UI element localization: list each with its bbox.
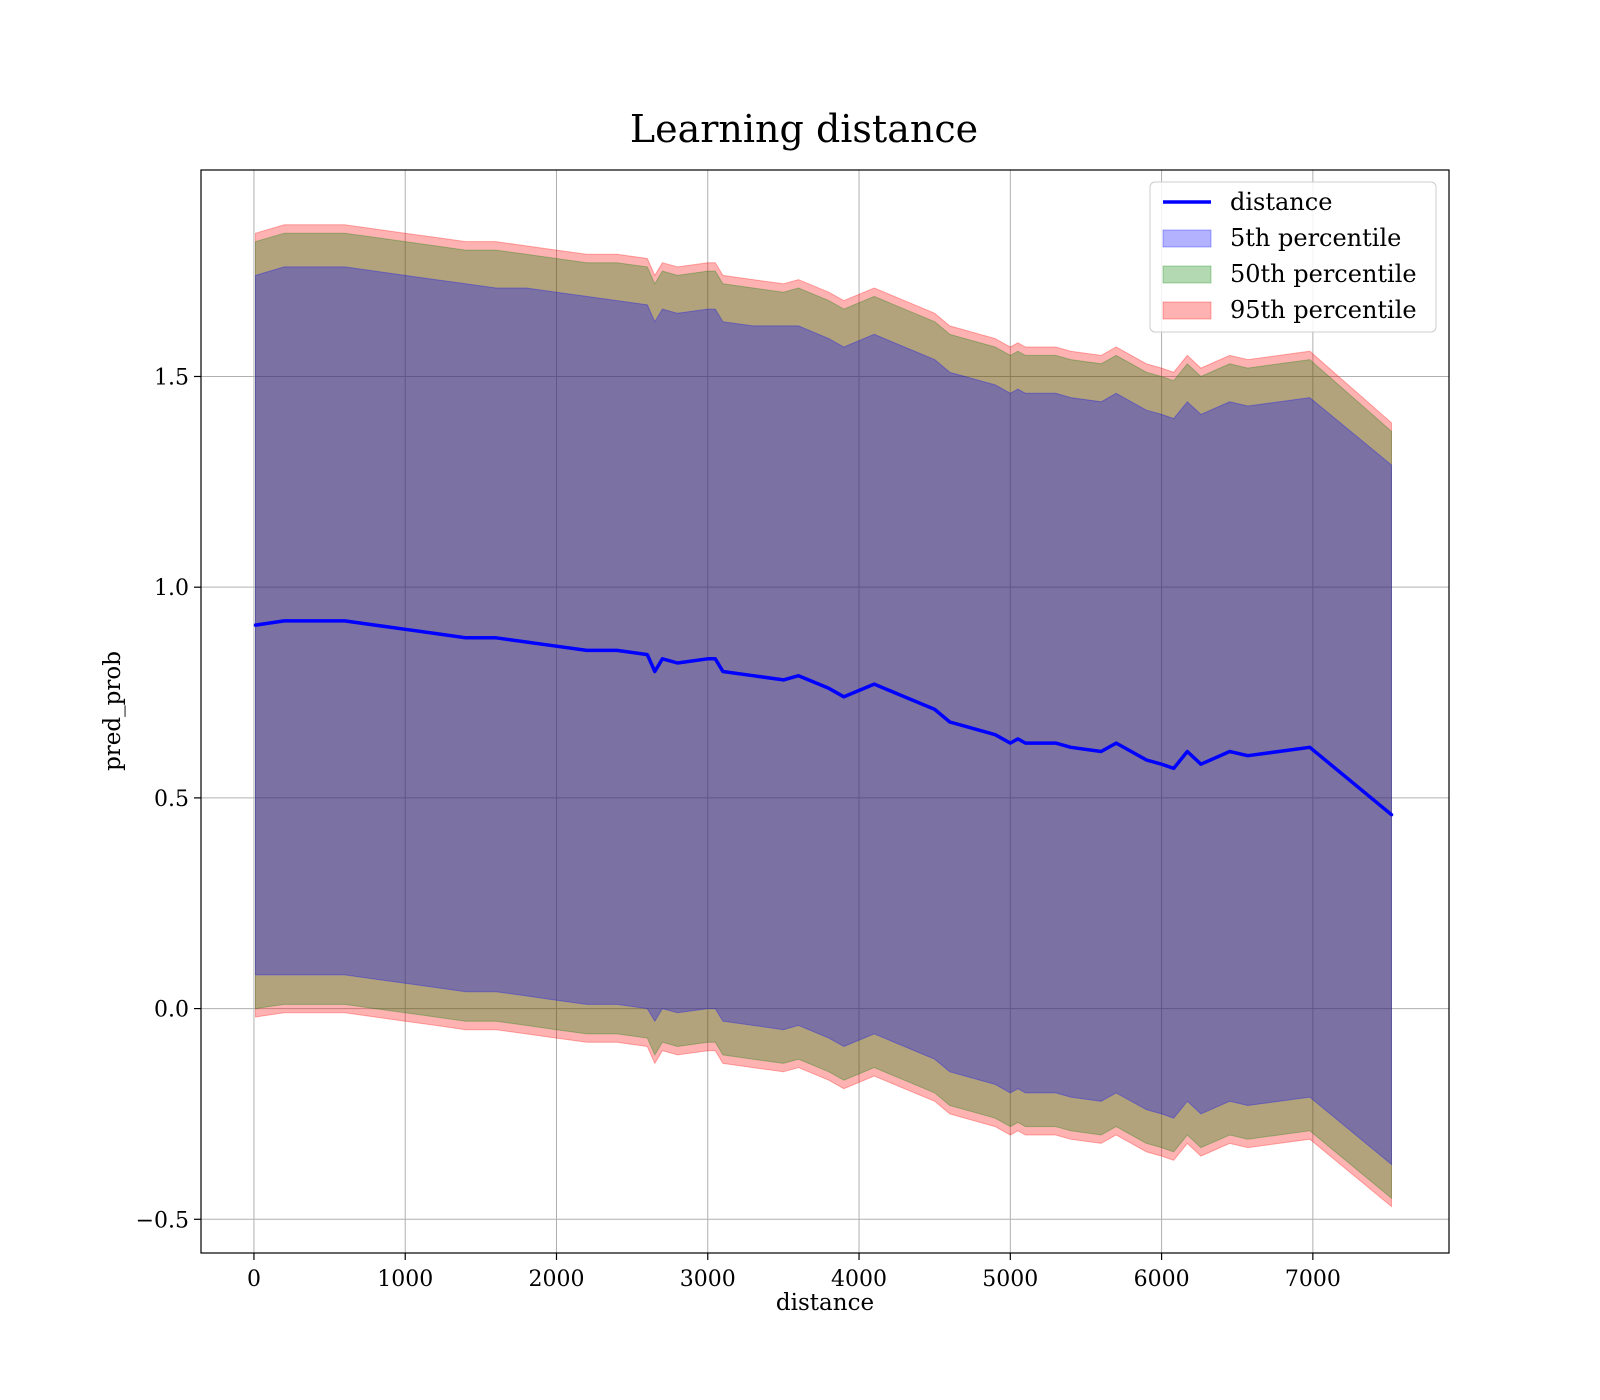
x-tick-label: 4000 xyxy=(831,1267,887,1292)
legend-items: distance 5th percentile 50th percentile 95t… xyxy=(1162,188,1417,324)
x-tick-label: 1000 xyxy=(377,1267,433,1292)
band-50th-percentile xyxy=(255,232,1392,1200)
y-tick-label: 0.5 xyxy=(154,787,189,812)
y-axis-label: pred_prob xyxy=(100,651,126,771)
y-tick-label: 0.0 xyxy=(154,998,189,1023)
x-tick-label: 3000 xyxy=(680,1267,736,1292)
legend: distance 5th percentile 50th percentile 95t… xyxy=(1149,181,1437,333)
series-line-distance xyxy=(253,619,1394,817)
plot-frame xyxy=(200,169,1450,1254)
plot-area xyxy=(200,169,1450,1254)
x-axis: 0 1000 2000 3000 4000 5000 6000 7000 xyxy=(247,1253,1341,1292)
x-tick-label: 7000 xyxy=(1285,1267,1341,1292)
x-tick-label: 0 xyxy=(247,1267,261,1292)
band-95th-percentile xyxy=(255,224,1392,1208)
legend-patch-swatch xyxy=(1162,229,1212,248)
legend-box xyxy=(1149,181,1437,333)
x-tick-label: 6000 xyxy=(1134,1267,1190,1292)
legend-patch-swatch xyxy=(1162,265,1212,284)
y-tick-label: −0.5 xyxy=(136,1208,189,1233)
y-tick-label: 1.0 xyxy=(154,576,189,601)
percentile-bands xyxy=(255,224,1392,1208)
legend-label: 95th percentile xyxy=(1230,296,1417,324)
legend-label: distance xyxy=(1230,188,1332,216)
grid xyxy=(201,170,1449,1253)
legend-patch-swatch xyxy=(1162,301,1212,320)
chart-title: Learning distance xyxy=(630,107,978,151)
x-tick-label: 2000 xyxy=(528,1267,584,1292)
x-axis-label: distance xyxy=(776,1290,874,1316)
series-lines xyxy=(253,619,1394,817)
y-tick-label: 1.5 xyxy=(154,365,189,390)
band-5th-percentile xyxy=(255,266,1392,1166)
plot-background xyxy=(201,170,1449,1253)
x-tick-label: 5000 xyxy=(982,1267,1038,1292)
legend-label: 5th percentile xyxy=(1230,224,1401,252)
y-axis: −0.5 0.0 0.5 1.0 1.5 xyxy=(136,365,201,1233)
legend-label: 50th percentile xyxy=(1230,260,1417,288)
